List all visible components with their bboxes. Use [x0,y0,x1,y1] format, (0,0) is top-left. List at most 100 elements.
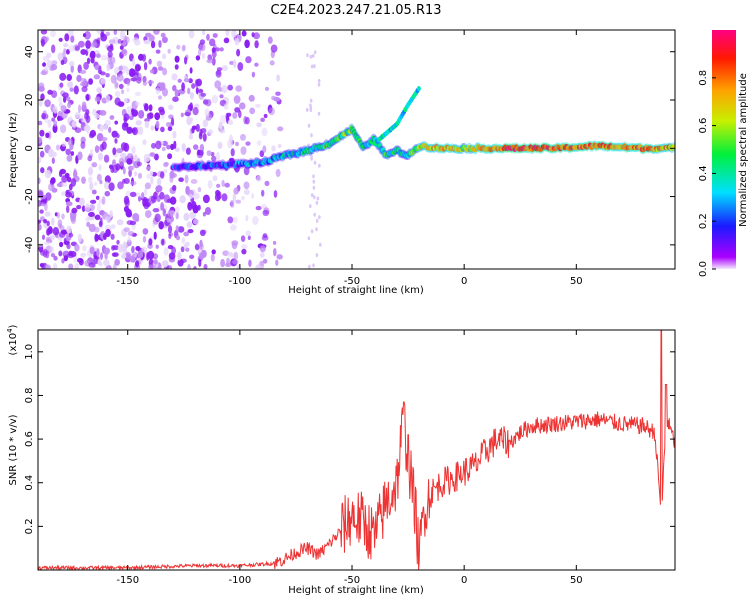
noise-speck [264,180,270,187]
noise-speck [240,146,247,155]
noise-speck [107,50,113,58]
noise-speck [189,67,193,74]
noise-speck [317,82,321,87]
noise-speck [202,133,207,142]
noise-speck [190,179,198,184]
noise-speck [45,264,51,269]
noise-speck [234,37,240,46]
noise-speck [313,195,316,200]
noise-speck [167,209,174,218]
noise-speck [82,33,87,38]
noise-speck [100,55,108,61]
noise-speck [141,53,147,62]
noise-speck [88,176,93,184]
noise-speck [52,227,60,236]
noise-speck [117,101,125,107]
noise-speck [88,212,95,217]
noise-speck [209,38,216,47]
noise-speck [191,201,197,210]
noise-speck [40,39,45,47]
noise-speck [149,170,154,176]
noise-speck [148,104,153,112]
noise-speck [317,111,321,116]
noise-speck [174,64,179,70]
noise-speck [199,229,206,236]
noise-speck [118,157,125,167]
noise-speck [162,67,168,76]
noise-speck [90,42,98,48]
noise-speck [129,220,137,226]
noise-speck [126,127,133,134]
spectrogram-frame [37,29,676,270]
noise-speck [232,259,239,265]
noise-speck [138,172,142,179]
noise-speck [262,258,268,264]
noise-speck [264,86,270,91]
noise-speck [135,101,141,106]
noise-speck [58,96,63,103]
noise-speck [97,152,103,161]
noise-speck [60,105,67,112]
y-tick-label: 0.6 [24,431,35,447]
noise-speck [69,87,74,92]
noise-speck [248,94,255,102]
noise-speck [63,96,67,103]
noise-speck [169,170,175,179]
noise-speck [147,250,155,260]
noise-speck [66,74,72,81]
noise-speck [155,185,163,193]
noise-speck [227,216,234,224]
noise-speck [120,142,128,151]
noise-speck [275,259,279,266]
noise-speck [66,232,70,242]
noise-speck [215,69,222,78]
noise-speck [73,85,79,95]
noise-speck [70,151,75,156]
noise-speck [174,55,180,63]
noise-speck [62,43,69,48]
spectrogram-noise [38,30,322,269]
noise-speck [51,217,55,226]
noise-speck [78,104,81,113]
noise-speck [188,133,193,140]
noise-speck [207,54,213,61]
noise-speck [109,210,113,218]
noise-speck [305,107,309,112]
noise-speck [148,238,153,246]
noise-speck [181,237,186,244]
noise-speck [66,176,72,183]
noise-speck [104,120,112,126]
noise-speck [219,129,226,134]
noise-speck [211,57,216,66]
noise-speck [262,145,267,153]
noise-speck [233,95,241,104]
noise-speck [117,181,124,190]
spectrogram-x-label: Height of straight line (km) [288,285,424,296]
noise-speck [52,124,58,133]
noise-speck [40,167,45,174]
noise-speck [66,154,73,162]
noise-speck [68,44,75,52]
noise-speck [243,189,250,195]
noise-speck [62,92,69,98]
noise-speck [74,243,80,252]
noise-speck [180,112,184,118]
noise-speck [187,87,191,95]
noise-speck [175,206,180,214]
noise-speck [123,113,130,121]
noise-speck [77,151,83,160]
colorbar-label: Normalized spectral amplitude [738,73,749,227]
snr-y-label: SNR (10 * v/v) [8,414,19,485]
noise-speck [45,132,50,139]
x-tick-label: -150 [116,276,139,287]
x-tick-label: -150 [116,575,139,586]
noise-speck [180,246,185,253]
noise-speck [172,96,179,102]
noise-speck [247,235,251,241]
noise-speck [317,78,321,83]
noise-speck [312,185,316,190]
noise-speck [70,64,74,73]
noise-speck [44,99,51,108]
noise-speck [212,175,218,182]
noise-speck [189,92,195,100]
